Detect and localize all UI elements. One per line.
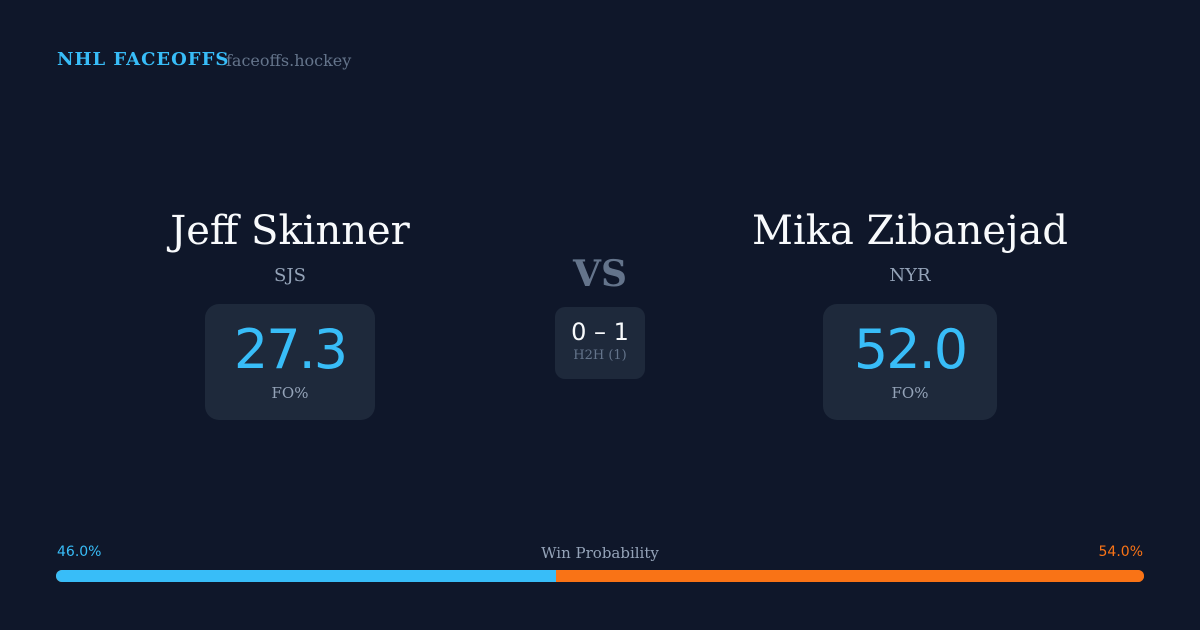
win-probability-bar	[56, 570, 1144, 582]
player-name: Jeff Skinner	[170, 208, 410, 254]
head-to-head-card: 0 – 1 H2H (1)	[555, 307, 645, 379]
win-probability-right: 54.0%	[1098, 544, 1143, 560]
win-probability-title: Win Probability	[541, 544, 659, 562]
faceoff-label: FO%	[891, 384, 929, 402]
h2h-score: 0 – 1	[571, 318, 629, 346]
win-probability-bar-right	[556, 570, 1144, 582]
faceoff-stat-card: 52.0 FO%	[823, 304, 997, 420]
faceoff-stat-card: 27.3 FO%	[205, 304, 375, 420]
player-team: NYR	[889, 265, 931, 286]
win-probability-bar-left	[56, 570, 557, 582]
h2h-label: H2H (1)	[573, 348, 627, 363]
faceoff-percentage: 52.0	[853, 318, 968, 381]
win-probability-left: 46.0%	[57, 544, 102, 560]
brand-title: NHL FACEOFFS	[57, 49, 230, 70]
site-domain: faceoffs.hockey	[226, 51, 352, 70]
player-left: Jeff Skinner SJS 27.3 FO%	[80, 205, 500, 420]
faceoff-label: FO%	[271, 384, 309, 402]
player-team: SJS	[274, 265, 306, 286]
faceoff-percentage: 27.3	[233, 318, 348, 381]
player-name: Mika Zibanejad	[752, 208, 1068, 254]
player-right: Mika Zibanejad NYR 52.0 FO%	[700, 205, 1120, 420]
versus-label: VS	[573, 253, 627, 295]
